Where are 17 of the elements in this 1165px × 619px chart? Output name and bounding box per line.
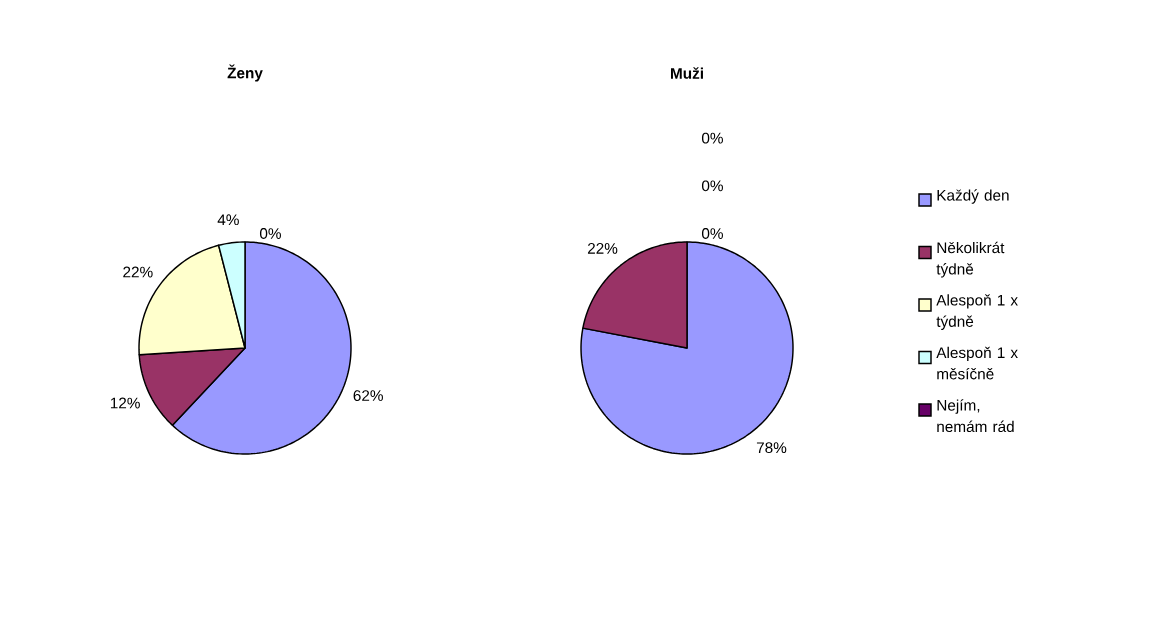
data-label: 4% — [217, 214, 239, 226]
text: 0% — [701, 228, 723, 239]
chart-title: Ženy — [227, 64, 263, 82]
text: 0% — [701, 180, 723, 192]
data-label: 12% — [110, 397, 140, 409]
legend-label: Nejím, nemám rád — [937, 399, 1014, 433]
data-label: 62% — [353, 390, 383, 402]
legend-label: Alespoň 1 x měsíčně — [936, 346, 1018, 380]
text: 0% — [259, 228, 281, 239]
data-label: 22% — [587, 242, 618, 254]
legend-label: Několikrát týdně — [936, 241, 1005, 278]
data-label: 22% — [123, 266, 153, 278]
legend-label: Každý den — [937, 189, 1009, 204]
data-label: 78% — [756, 442, 787, 454]
chart-title: Muži — [671, 67, 703, 79]
text: 0% — [701, 132, 723, 144]
legend-label: Alespoň 1 x týdně — [936, 294, 1018, 330]
